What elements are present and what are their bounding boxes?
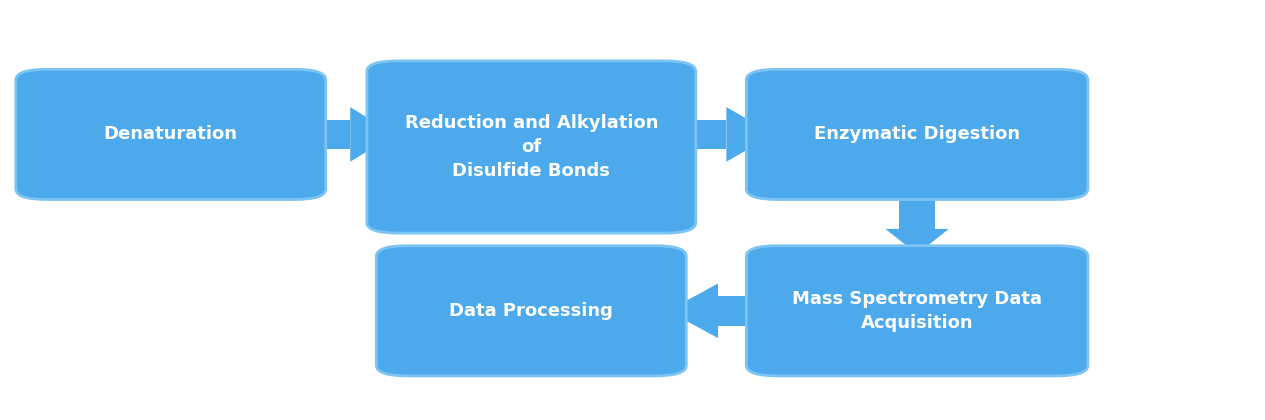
- Text: Enzymatic Digestion: Enzymatic Digestion: [815, 126, 1020, 143]
- Polygon shape: [726, 107, 774, 162]
- Text: Data Processing: Data Processing: [449, 302, 614, 320]
- Bar: [719, 296, 779, 326]
- Text: Mass Spectrometry Data
Acquisition: Mass Spectrometry Data Acquisition: [792, 290, 1042, 332]
- Polygon shape: [886, 229, 949, 254]
- Bar: [668, 120, 726, 149]
- FancyBboxPatch shape: [746, 246, 1088, 376]
- FancyBboxPatch shape: [367, 61, 696, 233]
- Bar: [899, 191, 935, 229]
- FancyBboxPatch shape: [746, 69, 1088, 200]
- Text: Denaturation: Denaturation: [104, 126, 238, 143]
- Polygon shape: [668, 284, 719, 338]
- Text: Reduction and Alkylation
of
Disulfide Bonds: Reduction and Alkylation of Disulfide Bo…: [405, 114, 658, 180]
- FancyBboxPatch shape: [16, 69, 326, 200]
- Bar: [296, 120, 350, 149]
- FancyBboxPatch shape: [377, 246, 686, 376]
- Polygon shape: [350, 107, 395, 162]
